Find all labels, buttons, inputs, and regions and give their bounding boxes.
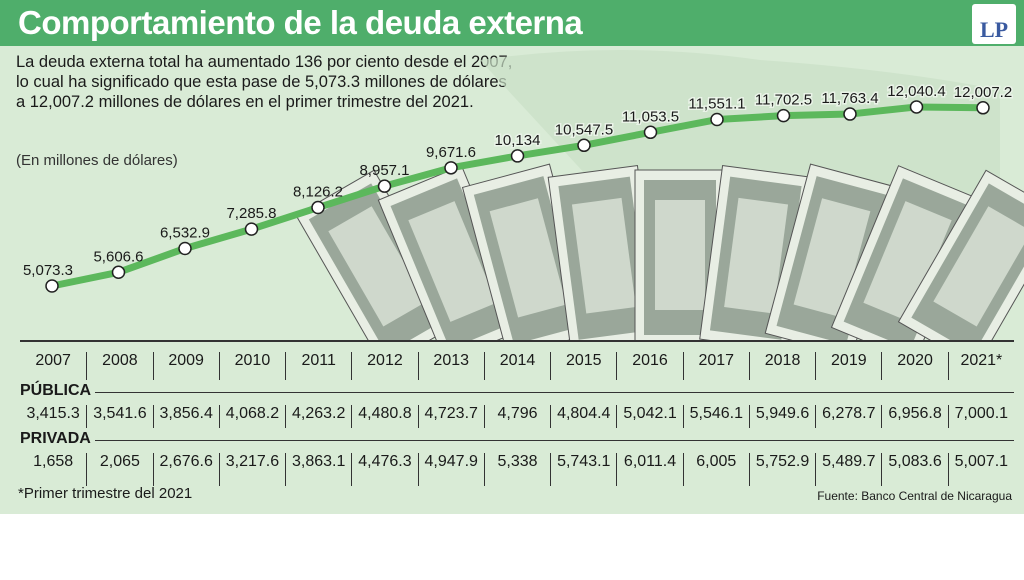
publica-cell: 3,856.4	[152, 405, 219, 428]
publica-cell: 7,000.1	[947, 405, 1014, 428]
data-label: 10,547.5	[555, 121, 613, 138]
year-cell: 2010	[218, 352, 285, 380]
year-cell: 2017	[682, 352, 749, 380]
data-point	[244, 222, 259, 236]
privada-cell: 5,489.7	[815, 453, 881, 486]
data-point	[843, 107, 857, 121]
debt-table: 2007 2008 2009 2010 2011 2012 2013 2014 2015 2016…	[20, 340, 1014, 486]
year-cell: 2016	[616, 352, 682, 380]
data-point	[510, 149, 525, 163]
year-cell: 2009	[152, 352, 219, 380]
privada-cell: 5,083.6	[881, 453, 947, 486]
publica-cell: 4,068.2	[218, 405, 285, 428]
data-label: 12,040.4	[887, 83, 945, 100]
year-cell: 2011	[285, 352, 351, 380]
data-label: 5,606.6	[93, 248, 143, 265]
source: Fuente: Banco Central de Nicaragua	[817, 489, 1012, 503]
data-point	[178, 241, 192, 256]
privada-cell: 4,947.9	[417, 453, 484, 486]
data-label: 12,007.2	[954, 84, 1012, 101]
data-point	[710, 112, 724, 127]
year-cell: 2008	[86, 352, 152, 380]
year-cell: 2019	[815, 352, 881, 380]
year-cell: 2021*	[947, 352, 1014, 380]
privada-cell: 3,863.1	[285, 453, 351, 486]
publica-cell: 5,042.1	[616, 405, 682, 428]
privada-cell: 6,005	[682, 453, 749, 486]
publica-cell: 6,956.8	[881, 405, 947, 428]
line-chart: 5,073.3 5,606.6 6,532.9 7,285.8 8,126.2 8,957…	[23, 50, 1024, 340]
unit-label: (En millones de dólares)	[16, 152, 178, 169]
publica-cell: 5,949.6	[748, 405, 815, 428]
dollar-bills-illustration	[295, 50, 1024, 340]
privada-cell: 6,011.4	[616, 453, 682, 486]
data-point	[444, 161, 458, 175]
data-label: 8,957.1	[359, 162, 409, 179]
data-label: 8,126.2	[293, 184, 343, 201]
privada-cell: 1,658	[33, 453, 74, 470]
year-cell: 2018	[748, 352, 815, 380]
privada-cell: 3,217.6	[218, 453, 285, 486]
publica-cell: 5,546.1	[682, 405, 749, 428]
data-point	[311, 200, 325, 215]
privada-label: PRIVADA	[20, 428, 1014, 450]
publica-row: 3,415.3 3,541.6 3,856.4 4,068.2 4,263.2 4,480…	[20, 402, 1014, 428]
data-point	[377, 179, 392, 193]
dollar-bill	[897, 169, 1024, 340]
data-point	[111, 265, 126, 280]
publica-cell: 4,804.4	[550, 405, 616, 428]
description: La deuda externa total ha aumentado 136 …	[16, 53, 513, 111]
privada-cell: 4,476.3	[351, 453, 417, 486]
title-bar: Comportamiento de la deuda externa LP	[0, 0, 1024, 46]
publica-cell: 4,263.2	[285, 405, 351, 428]
data-label: 6,532.9	[160, 224, 210, 241]
year-row: 2007 2008 2009 2010 2011 2012 2013 2014 2015 2016…	[20, 342, 1014, 380]
lp-logo: LP	[972, 4, 1016, 44]
publica-cell: 3,415.3	[26, 405, 80, 422]
data-label: 11,053.5	[622, 108, 679, 125]
dollar-bill	[295, 169, 463, 340]
privada-cell: 5,743.1	[550, 453, 616, 486]
publica-cell: 6,278.7	[815, 405, 881, 428]
year-cell: 2015	[550, 352, 616, 380]
year-cell: 2014	[483, 352, 550, 380]
data-label: 11,702.5	[755, 92, 812, 109]
data-point	[976, 101, 990, 115]
data-label: 5,073.3	[23, 262, 73, 279]
publica-cell: 4,480.8	[351, 405, 417, 428]
data-label: 7,285.8	[226, 205, 276, 222]
year-cell: 2012	[351, 352, 417, 380]
year-cell: 2007	[35, 352, 71, 369]
dollar-bill	[830, 165, 983, 340]
publica-label: PÚBLICA	[20, 380, 1014, 402]
privada-cell: 5,007.1	[947, 453, 1014, 486]
dollar-bill	[547, 165, 661, 340]
year-cell: 2020	[881, 352, 947, 380]
data-point	[776, 108, 791, 123]
data-point	[577, 138, 591, 153]
data-label: 11,763.4	[821, 90, 878, 107]
privada-cell: 5,752.9	[748, 453, 815, 486]
privada-cell: 2,065	[86, 453, 152, 486]
publica-cell: 4,723.7	[417, 405, 484, 428]
publica-cell: 4,796	[483, 405, 550, 428]
data-point	[909, 100, 924, 114]
data-point	[643, 125, 658, 140]
year-cell: 2013	[417, 352, 484, 380]
privada-cell: 2,676.6	[152, 453, 219, 486]
data-point	[45, 279, 59, 293]
data-label: 10,134	[495, 132, 541, 149]
privada-cell: 5,338	[483, 453, 550, 486]
publica-cell: 3,541.6	[86, 405, 152, 428]
data-label: 11,551.1	[688, 96, 745, 113]
page-title: Comportamiento de la deuda externa	[18, 4, 583, 41]
footnote: *Primer trimestre del 2021	[18, 485, 193, 502]
privada-row: 1,658 2,065 2,676.6 3,217.6 3,863.1 4,476.3 4,…	[20, 450, 1014, 486]
data-label: 9,671.6	[426, 144, 476, 161]
